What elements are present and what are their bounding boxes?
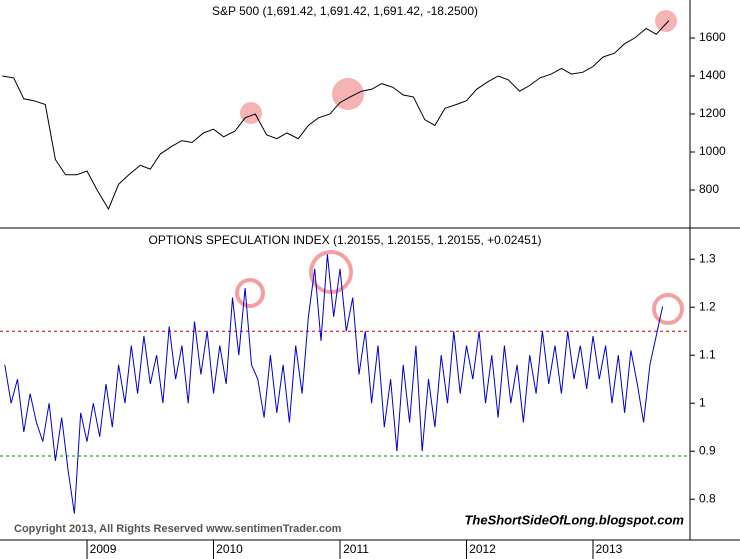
x-tick-label: 2010	[216, 542, 243, 556]
y-tick-label: 1.2	[699, 299, 716, 313]
y-tick-label: 0.9	[699, 443, 716, 457]
x-tick-label: 2009	[90, 542, 117, 556]
x-tick-label: 2012	[469, 542, 496, 556]
x-tick-label: 2011	[343, 542, 369, 556]
chart-title: OPTIONS SPECULATION INDEX (1.20155, 1.20…	[149, 233, 542, 247]
y-tick-label: 1	[699, 395, 706, 409]
watermark: TheShortSideOfLong.blogspot.com	[464, 512, 684, 527]
highlight	[655, 10, 677, 32]
y-tick-label: 1400	[699, 68, 726, 82]
y-tick-label: 1200	[699, 106, 726, 120]
y-tick-label: 1600	[699, 30, 726, 44]
y-tick-label: 0.8	[699, 491, 716, 505]
y-tick-label: 800	[699, 182, 719, 196]
line	[2, 20, 670, 211]
y-tick-label: 1.3	[699, 251, 716, 265]
highlight	[235, 278, 265, 308]
copyright: Copyright 2013, All Rights Reserved www.…	[14, 523, 342, 535]
line	[4, 254, 664, 514]
x-tick-label: 2013	[596, 542, 623, 556]
y-tick-label: 1.1	[699, 347, 716, 361]
y-tick-label: 1000	[699, 144, 726, 158]
highlight	[240, 102, 262, 124]
chart-title: S&P 500 (1,691.42, 1,691.42, 1,691.42, -…	[212, 4, 478, 18]
highlight	[332, 78, 364, 110]
highlight	[652, 293, 684, 325]
